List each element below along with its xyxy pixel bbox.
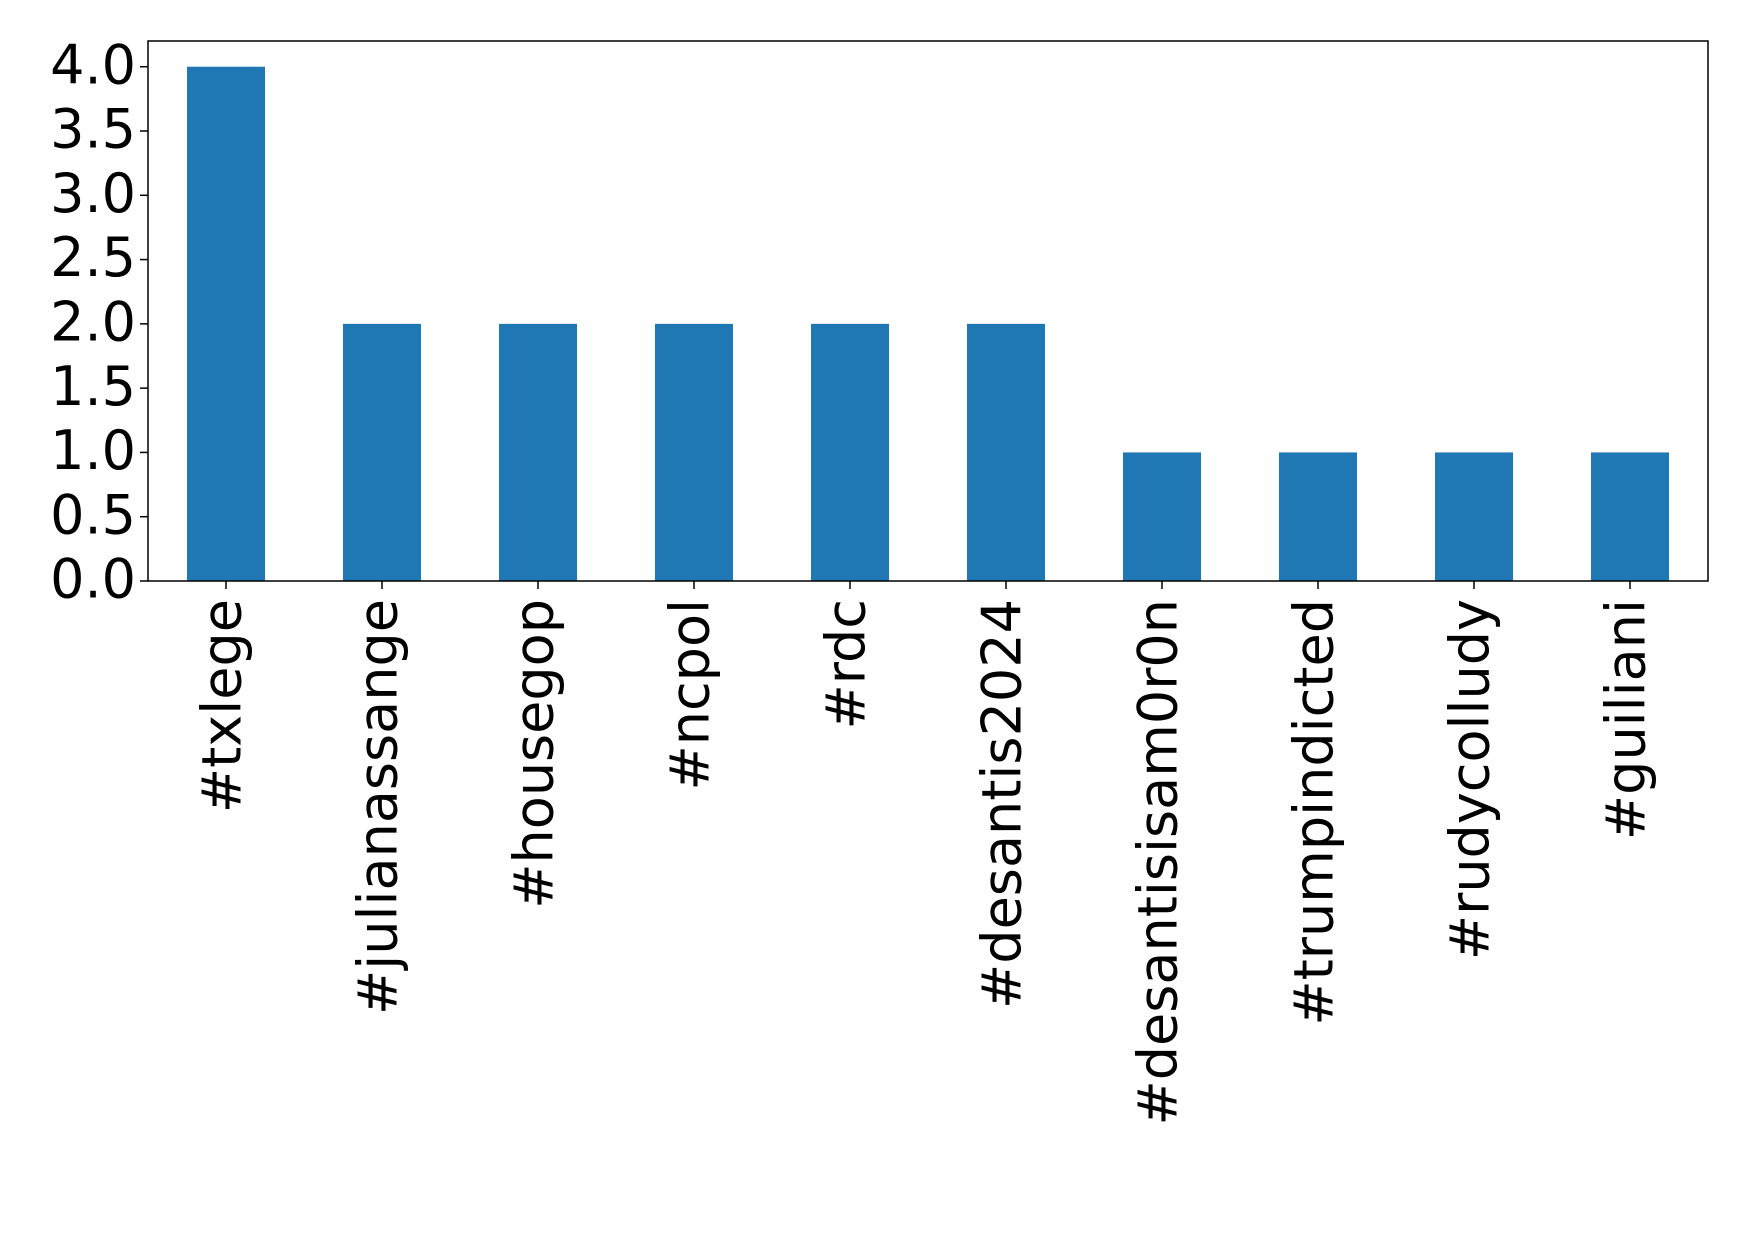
y-tick-label: 1.0 bbox=[50, 419, 136, 482]
x-tick-label: #desantis2024 bbox=[971, 599, 1034, 1009]
x-tick-label: #guiliani bbox=[1595, 599, 1658, 840]
bar bbox=[499, 323, 577, 581]
x-tick-label: #rudycolludy bbox=[1439, 599, 1502, 960]
y-tick-label: 1.5 bbox=[50, 355, 136, 418]
x-tick-label: #rdc bbox=[815, 599, 878, 729]
y-tick-label: 0.5 bbox=[50, 483, 136, 546]
bar bbox=[343, 323, 421, 581]
x-tick-label: #trumpindicted bbox=[1283, 599, 1346, 1026]
y-tick-label: 3.5 bbox=[50, 98, 136, 161]
bar bbox=[811, 323, 889, 581]
bar bbox=[655, 323, 733, 581]
bar bbox=[187, 66, 265, 581]
y-tick-label: 0.0 bbox=[50, 548, 136, 611]
plot-frame bbox=[147, 40, 1709, 582]
bar bbox=[1123, 452, 1201, 581]
x-tick-label: #ncpol bbox=[659, 599, 722, 790]
x-tick-label: #txlege bbox=[191, 599, 254, 813]
x-tick-label: #housegop bbox=[503, 599, 566, 909]
bar bbox=[1435, 452, 1513, 581]
x-tick-label: #julianassange bbox=[347, 599, 410, 1015]
bar bbox=[967, 323, 1045, 581]
bar bbox=[1279, 452, 1357, 581]
y-tick-label: 3.0 bbox=[50, 162, 136, 225]
y-tick-label: 2.0 bbox=[50, 290, 136, 353]
bar bbox=[1591, 452, 1669, 581]
x-tick-label: #desantisisam0r0n bbox=[1127, 599, 1190, 1125]
y-tick-label: 2.5 bbox=[50, 226, 136, 289]
y-tick-label: 4.0 bbox=[50, 33, 136, 96]
